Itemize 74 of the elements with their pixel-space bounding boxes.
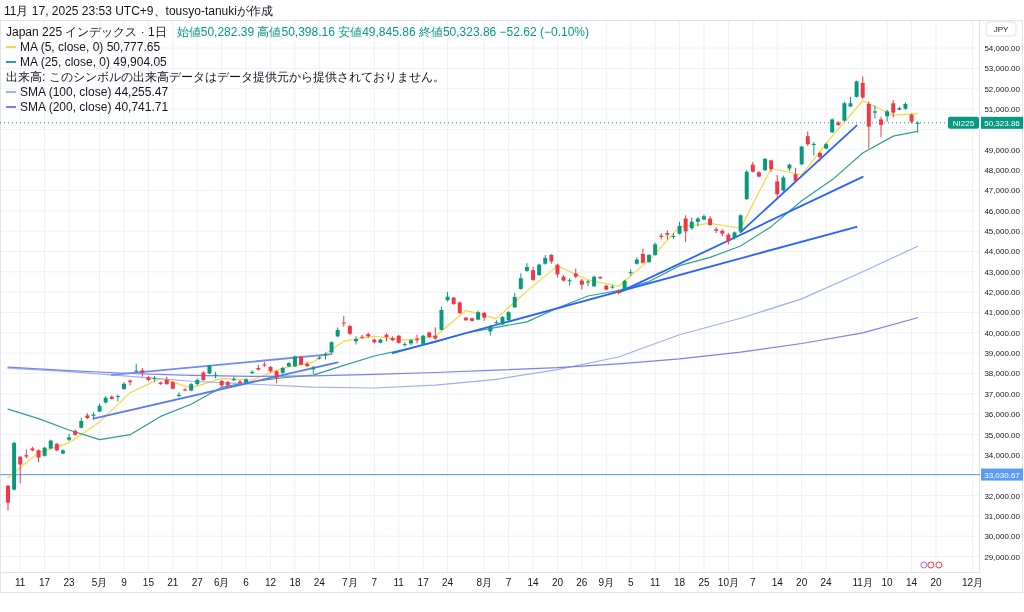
y-tick-label: 43,000.00 bbox=[984, 267, 1021, 277]
x-tick-label: 11月 bbox=[852, 577, 873, 588]
x-tick-label: 14 bbox=[527, 577, 540, 588]
y-tick-label: 35,000.00 bbox=[984, 430, 1021, 440]
x-tick-label: 14 bbox=[905, 577, 918, 588]
legend-label: SMA (200, close) 40,741.71 bbox=[20, 100, 169, 114]
x-tick-label: 10月 bbox=[717, 577, 739, 588]
ref-line-label: 33,030.67 bbox=[984, 470, 1021, 480]
y-tick-label: 38,000.00 bbox=[984, 369, 1021, 379]
y-tick-label: 48,000.00 bbox=[984, 166, 1021, 176]
annotation: 出来高: このシンボルの出来高データはデータ提供元から提供されておりません。 bbox=[6, 70, 445, 84]
y-tick-label: 52,000.00 bbox=[984, 84, 1021, 94]
y-tick-label: 30,000.00 bbox=[984, 532, 1021, 542]
y-tick-label: 45,000.00 bbox=[984, 227, 1021, 237]
y-tick-label: 40,000.00 bbox=[984, 328, 1021, 338]
legend-label: MA (25, close, 0) 49,904.05 bbox=[20, 55, 168, 69]
annotation: NI225 bbox=[952, 118, 975, 128]
chart-title: Japan 225 インデックス · 1日 bbox=[6, 25, 167, 39]
x-tick-label: 9 bbox=[121, 577, 128, 588]
x-tick-label: 12 bbox=[264, 577, 277, 588]
y-tick-label: 41,000.00 bbox=[984, 308, 1021, 318]
x-tick-label: 21 bbox=[167, 577, 179, 588]
x-tick-label: 15 bbox=[142, 577, 155, 588]
x-tick-label: 11 bbox=[393, 577, 405, 588]
y-tick-label: 42,000.00 bbox=[984, 288, 1021, 298]
x-tick-label: 7 bbox=[505, 577, 512, 588]
y-tick-label: 53,000.00 bbox=[984, 64, 1021, 74]
x-tick-label: 5 bbox=[627, 577, 634, 588]
x-tick-label: 24 bbox=[313, 577, 326, 588]
x-tick-label: 17 bbox=[417, 577, 430, 588]
x-tick-label: 7 bbox=[750, 577, 757, 588]
legend-label: MA (5, close, 0) 50,777.65 bbox=[20, 40, 161, 54]
x-tick-label: 7 bbox=[371, 577, 378, 588]
annotation: 始値50,282.39 高値50,398.16 安値49,845.86 終値50,323.86 −52.62 (−0.10%) bbox=[176, 25, 590, 39]
x-tick-label: 27 bbox=[191, 577, 204, 588]
x-tick-label: 26 bbox=[576, 577, 588, 588]
x-tick-label: 6月 bbox=[213, 577, 230, 588]
y-tick-label: 47,000.00 bbox=[984, 186, 1021, 196]
x-tick-label: 17 bbox=[39, 577, 51, 588]
y-tick-label: 36,000.00 bbox=[984, 410, 1021, 420]
x-tick-label: 14 bbox=[771, 577, 784, 588]
x-tick-label: 8月 bbox=[476, 577, 492, 588]
y-tick-label: 31,000.00 bbox=[984, 511, 1021, 521]
x-tick-label: 20 bbox=[796, 577, 808, 588]
y-tick-label: 34,000.00 bbox=[984, 450, 1021, 460]
x-tick-label: 11 bbox=[15, 577, 26, 588]
y-axis-title: JPY bbox=[993, 25, 1009, 34]
x-tick-label: 24 bbox=[820, 577, 833, 588]
y-tick-label: 32,000.00 bbox=[984, 491, 1021, 501]
x-tick-label: 18 bbox=[673, 577, 686, 588]
x-tick-label: 11 bbox=[649, 577, 661, 588]
legend-label: SMA (100, close) 44,255.47 bbox=[20, 85, 169, 99]
x-tick-label: 12月 bbox=[962, 577, 984, 588]
x-tick-label: 25 bbox=[698, 577, 710, 588]
y-tick-label: 49,000.00 bbox=[984, 145, 1021, 155]
y-tick-label: 29,000.00 bbox=[984, 552, 1021, 562]
y-tick-label: 46,000.00 bbox=[984, 206, 1021, 216]
y-tick-label: 39,000.00 bbox=[984, 349, 1021, 359]
y-tick-label: 54,000.00 bbox=[984, 44, 1021, 54]
x-tick-label: 10 bbox=[881, 577, 894, 588]
y-tick-label: 51,000.00 bbox=[984, 105, 1021, 115]
x-tick-label: 9月 bbox=[598, 577, 615, 588]
x-tick-label: 23 bbox=[63, 577, 76, 588]
x-tick-label: 20 bbox=[551, 577, 564, 588]
y-tick-label: 44,000.00 bbox=[984, 247, 1021, 257]
x-tick-label: 24 bbox=[442, 577, 454, 588]
ref-line-label: 50,323.86 bbox=[984, 118, 1021, 128]
x-tick-label: 6 bbox=[243, 577, 250, 588]
x-tick-label: 7月 bbox=[342, 577, 358, 588]
x-tick-label: 5月 bbox=[91, 577, 108, 588]
x-tick-label: 20 bbox=[930, 577, 942, 588]
y-tick-label: 37,000.00 bbox=[984, 389, 1021, 399]
text: 11月 17, 2025 23:53 UTC+9、tousyo-tanukiが作成 bbox=[4, 4, 273, 18]
x-tick-label: 18 bbox=[289, 577, 301, 588]
